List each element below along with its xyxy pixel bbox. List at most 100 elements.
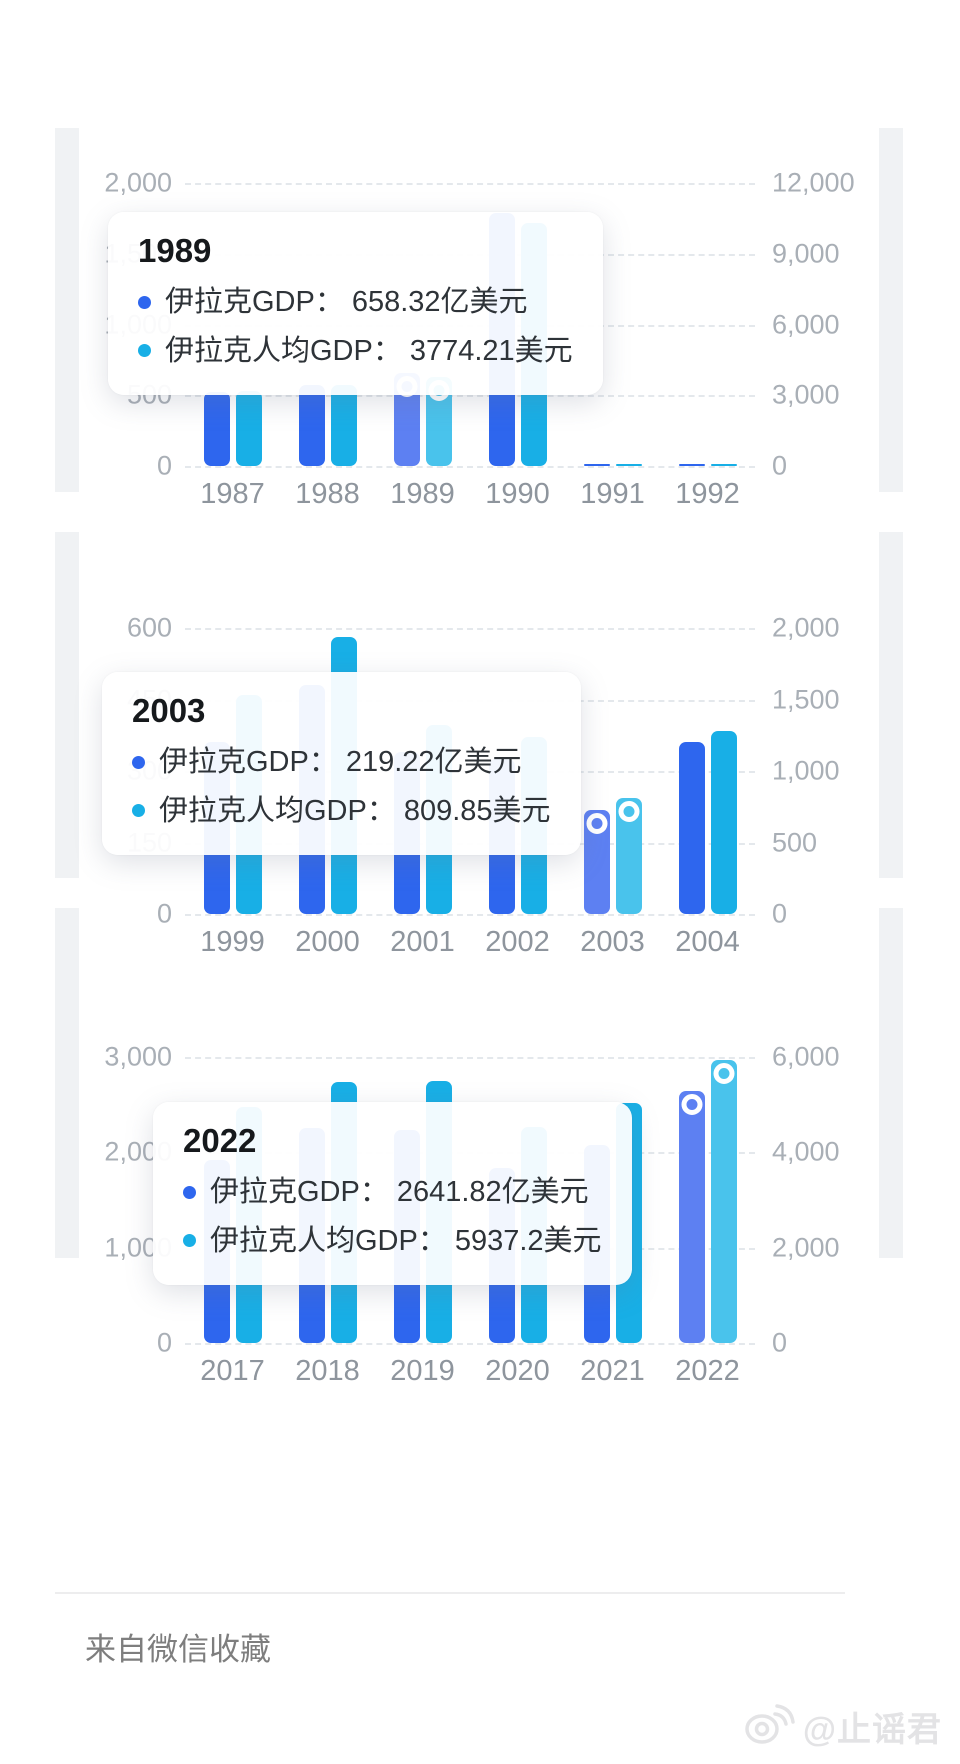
gridline	[185, 628, 755, 630]
tooltip-row-label: 伊拉克GDP：	[159, 746, 338, 778]
bar-group-1991	[565, 183, 660, 466]
y-axis-label-right: 0	[772, 898, 788, 929]
x-label-1990: 1990	[485, 478, 550, 510]
bar-group-2022	[660, 1057, 755, 1343]
gridline	[185, 1057, 755, 1059]
selection-ring-icon	[586, 812, 607, 834]
selection-ring-icon	[713, 1063, 734, 1084]
x-label-2021: 2021	[580, 1355, 645, 1387]
gridline	[185, 395, 755, 398]
side-rail	[55, 532, 79, 878]
source-caption: 来自微信收藏	[85, 1632, 271, 1667]
bar-group-1988	[280, 183, 375, 466]
y-axis-label-right: 12,000	[772, 167, 855, 198]
tooltip-row-gdp: 伊拉克GDP： 2641.82亿美元	[183, 1172, 602, 1213]
x-label-1992: 1992	[675, 478, 740, 510]
percapita-series-dot-icon	[138, 344, 151, 358]
percapita-series-dot-icon	[183, 1234, 196, 1248]
x-label-2000: 2000	[295, 926, 360, 958]
tooltip-row-value: 658.32亿美元	[351, 286, 528, 318]
y-axis-label-left: 0	[156, 898, 172, 929]
bar-percapita-2022[interactable]	[710, 1060, 737, 1343]
bar-percapita-1992[interactable]	[710, 464, 737, 466]
tooltip-row-value: 809.85美元	[403, 794, 551, 827]
x-label-2019: 2019	[390, 1355, 455, 1387]
tooltip-row-label: 伊拉克人均GDP：	[165, 334, 402, 367]
percapita-series-dot-icon	[132, 804, 145, 818]
bar-percapita-1991[interactable]	[615, 464, 642, 466]
tooltip-row-gdp: 伊拉克GDP： 219.22亿美元	[132, 742, 551, 783]
x-label-1988: 1988	[295, 478, 360, 510]
tooltip-row-label: 伊拉克人均GDP：	[210, 1224, 447, 1257]
bar-gdp-1992[interactable]	[678, 464, 705, 466]
selection-ring-icon	[618, 801, 639, 823]
bar-gdp-1988[interactable]	[298, 384, 325, 466]
x-label-1987: 1987	[200, 478, 265, 510]
bar-group-1992	[660, 183, 755, 466]
y-axis-label-right: 9,000	[772, 238, 840, 269]
y-axis-label-right: 500	[772, 827, 818, 857]
tooltip-title: 1989	[138, 232, 212, 269]
x-label-2003: 2003	[580, 926, 645, 958]
tooltip-2022: 2022 伊拉克GDP： 2641.82亿美元 伊拉克人均GDP： 5937.2…	[153, 1102, 632, 1286]
y-axis-label-right: 4,000	[772, 1136, 840, 1167]
tooltip-row-label: 伊拉克人均GDP：	[159, 794, 396, 827]
tooltip-1989: 1989 伊拉克GDP： 658.32亿美元 伊拉克人均GDP： 3774.21…	[108, 212, 603, 396]
bar-gdp-2003[interactable]	[583, 809, 610, 914]
tooltip-title: 2003	[132, 692, 206, 729]
bar-percapita-1987[interactable]	[235, 390, 262, 466]
bar-gdp-2004[interactable]	[678, 742, 705, 914]
x-label-2022: 2022	[675, 1355, 740, 1387]
x-label-2018: 2018	[295, 1355, 360, 1387]
bar-gdp-1991[interactable]	[583, 464, 610, 466]
x-label-2020: 2020	[485, 1355, 550, 1387]
y-axis-label-right: 1,000	[772, 755, 840, 786]
tooltip-row-label: 伊拉克GDP：	[165, 286, 344, 318]
x-axis-labels: 1999 2000 2001 2002 2003 2004	[185, 926, 755, 959]
footer-divider	[55, 1592, 845, 1594]
watermark-text: @止谣君	[802, 1711, 942, 1749]
x-label-1999: 1999	[200, 926, 265, 958]
watermark: @止谣君	[743, 1702, 942, 1751]
x-axis-labels: 2017 2018 2019 2020 2021 2022	[185, 1355, 755, 1388]
y-axis-label-right: 2,000	[772, 1232, 840, 1263]
y-axis-label-left: 3,000	[104, 1041, 172, 1072]
side-rail	[879, 128, 903, 492]
tooltip-2003: 2003 伊拉克GDP： 219.22亿美元 伊拉克人均GDP： 809.85美…	[102, 672, 581, 856]
gdp-series-dot-icon	[132, 755, 145, 769]
selection-ring-icon	[681, 1094, 702, 1116]
tooltip-row-value: 5937.2美元	[454, 1224, 602, 1257]
y-axis-label-right: 0	[772, 450, 788, 481]
y-axis-label-left: 600	[126, 612, 172, 643]
y-axis-label-left: 0	[156, 1327, 172, 1358]
x-label-2001: 2001	[390, 926, 455, 958]
gridline	[185, 1343, 755, 1345]
bar-group-2003	[565, 628, 660, 914]
bar-group-1987	[185, 183, 280, 466]
bar-percapita-2003[interactable]	[615, 798, 642, 914]
tooltip-row-value: 219.22亿美元	[345, 746, 522, 778]
tooltip-row-value: 2641.82亿美元	[396, 1176, 589, 1208]
x-label-2004: 2004	[675, 926, 740, 958]
side-rail	[55, 128, 79, 492]
tooltip-row-gdp: 伊拉克GDP： 658.32亿美元	[138, 282, 573, 323]
x-axis-labels: 1987 1988 1989 1990 1991 1992	[185, 478, 755, 511]
side-rail	[55, 908, 79, 1258]
y-axis-label-right: 6,000	[772, 1041, 840, 1072]
bar-percapita-1988[interactable]	[330, 385, 357, 466]
y-axis-label-left: 2,000	[104, 167, 172, 198]
tooltip-row-value: 3774.21美元	[409, 334, 573, 367]
bar-percapita-2004[interactable]	[710, 730, 737, 914]
gridline	[185, 914, 755, 916]
side-rail	[879, 908, 903, 1258]
tooltip-row-percapita: 伊拉克人均GDP： 809.85美元	[132, 791, 551, 832]
bar-gdp-2022[interactable]	[678, 1091, 705, 1343]
tooltip-row-percapita: 伊拉克人均GDP： 3774.21美元	[138, 331, 573, 372]
tooltip-row-percapita: 伊拉克人均GDP： 5937.2美元	[183, 1221, 602, 1262]
y-axis-label-right: 6,000	[772, 309, 840, 339]
y-axis-label-right: 2,000	[772, 612, 840, 643]
bar-group-2004	[660, 628, 755, 914]
bar-gdp-1987[interactable]	[203, 392, 230, 466]
gdp-series-dot-icon	[138, 295, 151, 309]
gdp-series-dot-icon	[183, 1185, 196, 1199]
